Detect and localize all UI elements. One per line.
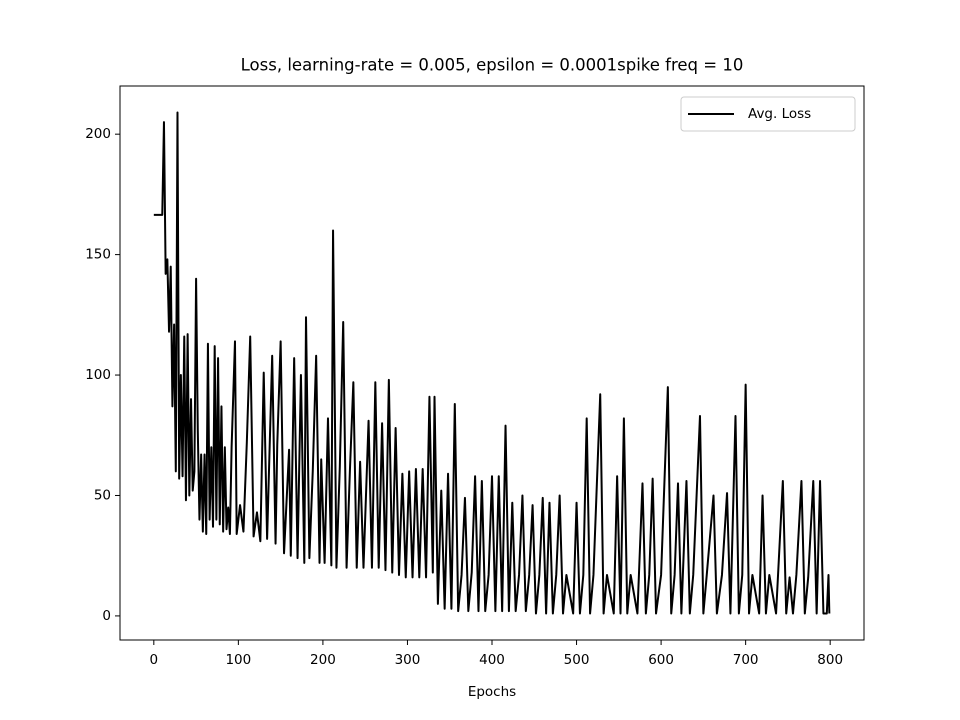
legend-label: Avg. Loss xyxy=(748,106,811,122)
x-tick-label: 200 xyxy=(310,652,336,668)
y-tick-label: 200 xyxy=(85,126,111,142)
chart-title: Loss, learning-rate = 0.005, epsilon = 0… xyxy=(241,56,744,75)
legend-box xyxy=(680,96,856,132)
x-tick-label: 100 xyxy=(225,652,251,668)
x-axis-label: Epochs xyxy=(468,684,516,700)
x-tick-label: 400 xyxy=(479,652,505,668)
data-line xyxy=(153,111,831,615)
plot-frame xyxy=(119,85,865,641)
y-tick-label: 50 xyxy=(94,487,111,503)
x-tick-label: 300 xyxy=(395,652,421,668)
x-tick-label: 0 xyxy=(150,652,159,668)
x-tick-label: 600 xyxy=(648,652,674,668)
y-tick-label: 0 xyxy=(102,608,111,624)
x-tick-label: 800 xyxy=(817,652,843,668)
y-tick-label: 150 xyxy=(85,247,111,263)
x-tick-label: 500 xyxy=(564,652,590,668)
y-tick-label: 100 xyxy=(85,367,111,383)
x-tick-label: 700 xyxy=(733,652,759,668)
